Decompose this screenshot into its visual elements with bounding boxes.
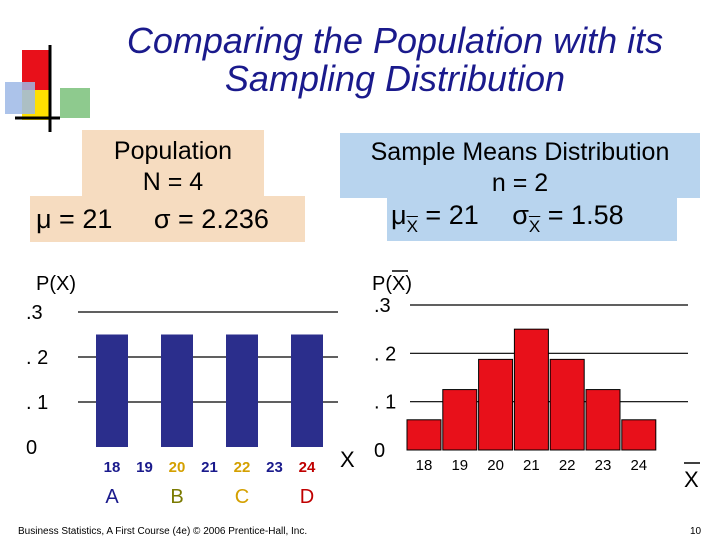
sample-bar-19: [442, 389, 478, 451]
title-line-2: Sampling Distribution: [224, 58, 566, 99]
population-xtick-label: 20: [169, 459, 186, 476]
sample-mu-symbol: μ: [391, 200, 407, 230]
sample-xlabel: X: [684, 467, 699, 492]
population-xtick-label: 23: [266, 459, 283, 476]
population-bar-24: [291, 334, 323, 447]
logo-blue-square: [5, 82, 35, 114]
sample-mu-value: = 21: [425, 200, 479, 230]
sample-sigma-symbol: σ: [512, 200, 529, 230]
population-sigma: σ = 2.236: [153, 204, 269, 234]
population-xtick-label: 18: [104, 459, 121, 476]
sample-label: Sample Means Distribution: [370, 138, 670, 166]
sample-ytick-label: 0: [374, 440, 385, 462]
sample-xtick-label: 24: [630, 457, 647, 474]
population-stats: μ = 21 σ = 2.236: [30, 196, 305, 242]
sample-bar-22: [549, 358, 585, 451]
population-mu: μ = 21: [36, 204, 113, 234]
population-ytick-label: . 1: [26, 392, 48, 414]
sample-ytick-label: .3: [374, 295, 391, 317]
sample-bar-21: [513, 328, 549, 451]
population-category-letter: B: [170, 486, 183, 508]
slide-logo: [5, 45, 90, 132]
sample-bar-23: [585, 389, 621, 451]
sample-chart: .3 . 2 . 1 0 18 19 20 21 22 23 24: [374, 295, 688, 474]
sample-n-label: n = 2: [491, 169, 549, 197]
slide-title: Comparing the Population with its Sampli…: [90, 22, 700, 98]
footer-text: Business Statistics, A First Course (4e)…: [18, 526, 307, 537]
sample-xtick-label: 18: [416, 457, 433, 474]
population-ytick-label: .3: [26, 302, 43, 324]
sample-xtick-label: 19: [451, 457, 468, 474]
population-category-letter: D: [300, 486, 314, 508]
population-xtick-label: 22: [234, 459, 251, 476]
population-xlabel: X: [340, 447, 355, 472]
sample-mu-subscript: X: [406, 217, 418, 236]
sample-xtick-label: 23: [595, 457, 612, 474]
population-category-letter: A: [105, 486, 119, 508]
population-ytick-label: 0: [26, 437, 37, 459]
population-bar-20: [161, 334, 193, 447]
population-n-label: N = 4: [142, 168, 204, 196]
sample-ylabel: P(X): [372, 273, 412, 295]
population-bar-22: [226, 334, 258, 447]
sample-box: Sample Means Distribution n = 2: [340, 133, 700, 198]
logo-green-square: [60, 88, 90, 118]
sample-bar-20: [478, 358, 514, 451]
sample-mu: μX = 21: [391, 200, 479, 236]
population-box: Population N = 4: [82, 130, 264, 198]
population-bar-18: [96, 334, 128, 447]
population-chart: .3 . 2 . 1 0 18 19 20 21 22 23 24 A B C D: [26, 302, 338, 508]
title-line-1: Comparing the Population with its: [126, 20, 664, 61]
sample-bar-18: [406, 419, 442, 451]
sample-xtick-label: 22: [559, 457, 576, 474]
population-ylabel: P(X): [36, 273, 76, 295]
population-xtick-label: 24: [299, 459, 316, 476]
population-ytick-label: . 2: [26, 347, 48, 369]
sample-xtick-label: 20: [487, 457, 504, 474]
sample-ytick-label: . 1: [374, 392, 396, 414]
sample-xtick-label: 21: [523, 457, 540, 474]
sample-sigma-subscript: X: [528, 217, 541, 236]
sample-ytick-label: . 2: [374, 343, 396, 365]
population-label: Population: [113, 137, 233, 165]
sample-sigma-value: = 1.58: [547, 200, 624, 230]
population-category-letter: C: [235, 486, 249, 508]
sample-stats: μX = 21 σX = 1.58: [387, 193, 677, 241]
sample-sigma: σX = 1.58: [512, 200, 624, 236]
sample-bar-24: [621, 419, 657, 451]
population-xtick-label: 19: [136, 459, 153, 476]
page-number: 10: [690, 526, 702, 537]
population-xtick-label: 21: [201, 459, 218, 476]
